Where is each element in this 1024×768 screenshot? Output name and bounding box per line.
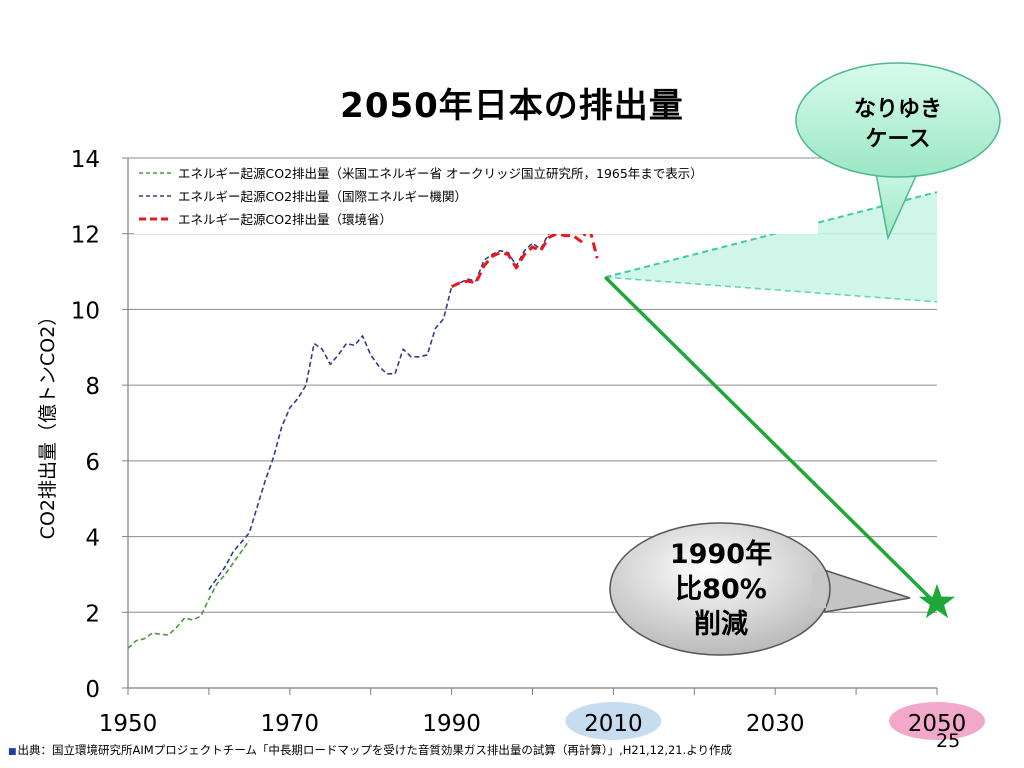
y-axis-title: CO2排出量（億トンCO2） [37,307,59,540]
y-tick-label-8: 8 [85,374,100,400]
slide-title: 2050年日本の排出量 [340,86,684,126]
y-tick-label-10: 10 [71,298,100,324]
tick-labels-layer: 1950 1970 1990 2010 2030 2050 0 2 4 6 8 10 12 14 CO2排出… [37,147,966,737]
target-star-icon [918,583,956,619]
axes-layer [122,157,938,695]
x-tick-label-1950: 1950 [99,711,158,737]
legend-label-3: エネルギー起源CO2排出量（環境省） [178,212,392,227]
target-callout-line-1: 1990年 [670,538,772,570]
y-tick-label-0: 0 [85,677,100,703]
y-tick-label-12: 12 [71,223,100,249]
target-callout-bubble [609,522,831,656]
target-callout-tail [817,566,911,613]
legend-label-1: エネルギー起源CO2排出量（米国エネルギー省 オークリッジ国立研究所，1965年… [178,166,703,181]
legend-background [134,162,818,234]
bau-callout-line-1: なりゆき [854,97,942,122]
target-callout-joint [812,572,826,608]
bau-callout-line-2: ケース [866,127,931,152]
x-tick-label-1990: 1990 [422,711,481,737]
series-layer [127,223,956,649]
x-tick-highlight-2050 [889,702,985,740]
bau-lower-line [605,276,938,303]
series-line-3 [450,224,599,289]
y-tick-label-6: 6 [85,450,100,476]
page-number: 25 [936,730,961,752]
target-callout-line-2: 比80% [675,574,767,605]
source-text: 出典：国立環境研究所AIMプロジェクトチーム「中長期ロードマップを受けた音質効果… [17,743,733,757]
bau-range-area [605,192,937,302]
reduction-target-line [604,276,939,606]
source-bullet: ■ [8,747,17,757]
bau-callout-joint [856,155,936,163]
bau-callout-bubble [795,62,1001,178]
legend-layer: エネルギー起源CO2排出量（米国エネルギー省 オークリッジ国立研究所，1965年… [134,162,818,234]
x-tick-highlight-2010 [565,702,662,740]
tick-highlights-layer [565,702,985,740]
x-tick-label-2010: 2010 [584,711,643,737]
y-tick-label-14: 14 [71,147,100,173]
target-callout-line-3: 削減 [694,609,748,640]
y-tick-label-2: 2 [85,601,100,627]
series-line-2 [208,223,590,591]
x-tick-label-2050: 2050 [908,711,967,737]
series-line-1 [127,539,250,649]
x-tick-label-2030: 2030 [746,711,805,737]
legend-label-2: エネルギー起源CO2排出量（国際エネルギー機関） [178,189,467,204]
y-tick-label-4: 4 [85,526,100,552]
source-note: ■出典：国立環境研究所AIMプロジェクトチーム「中長期ロードマップを受けた音質効… [8,742,732,758]
x-tick-label-1970: 1970 [261,711,320,737]
